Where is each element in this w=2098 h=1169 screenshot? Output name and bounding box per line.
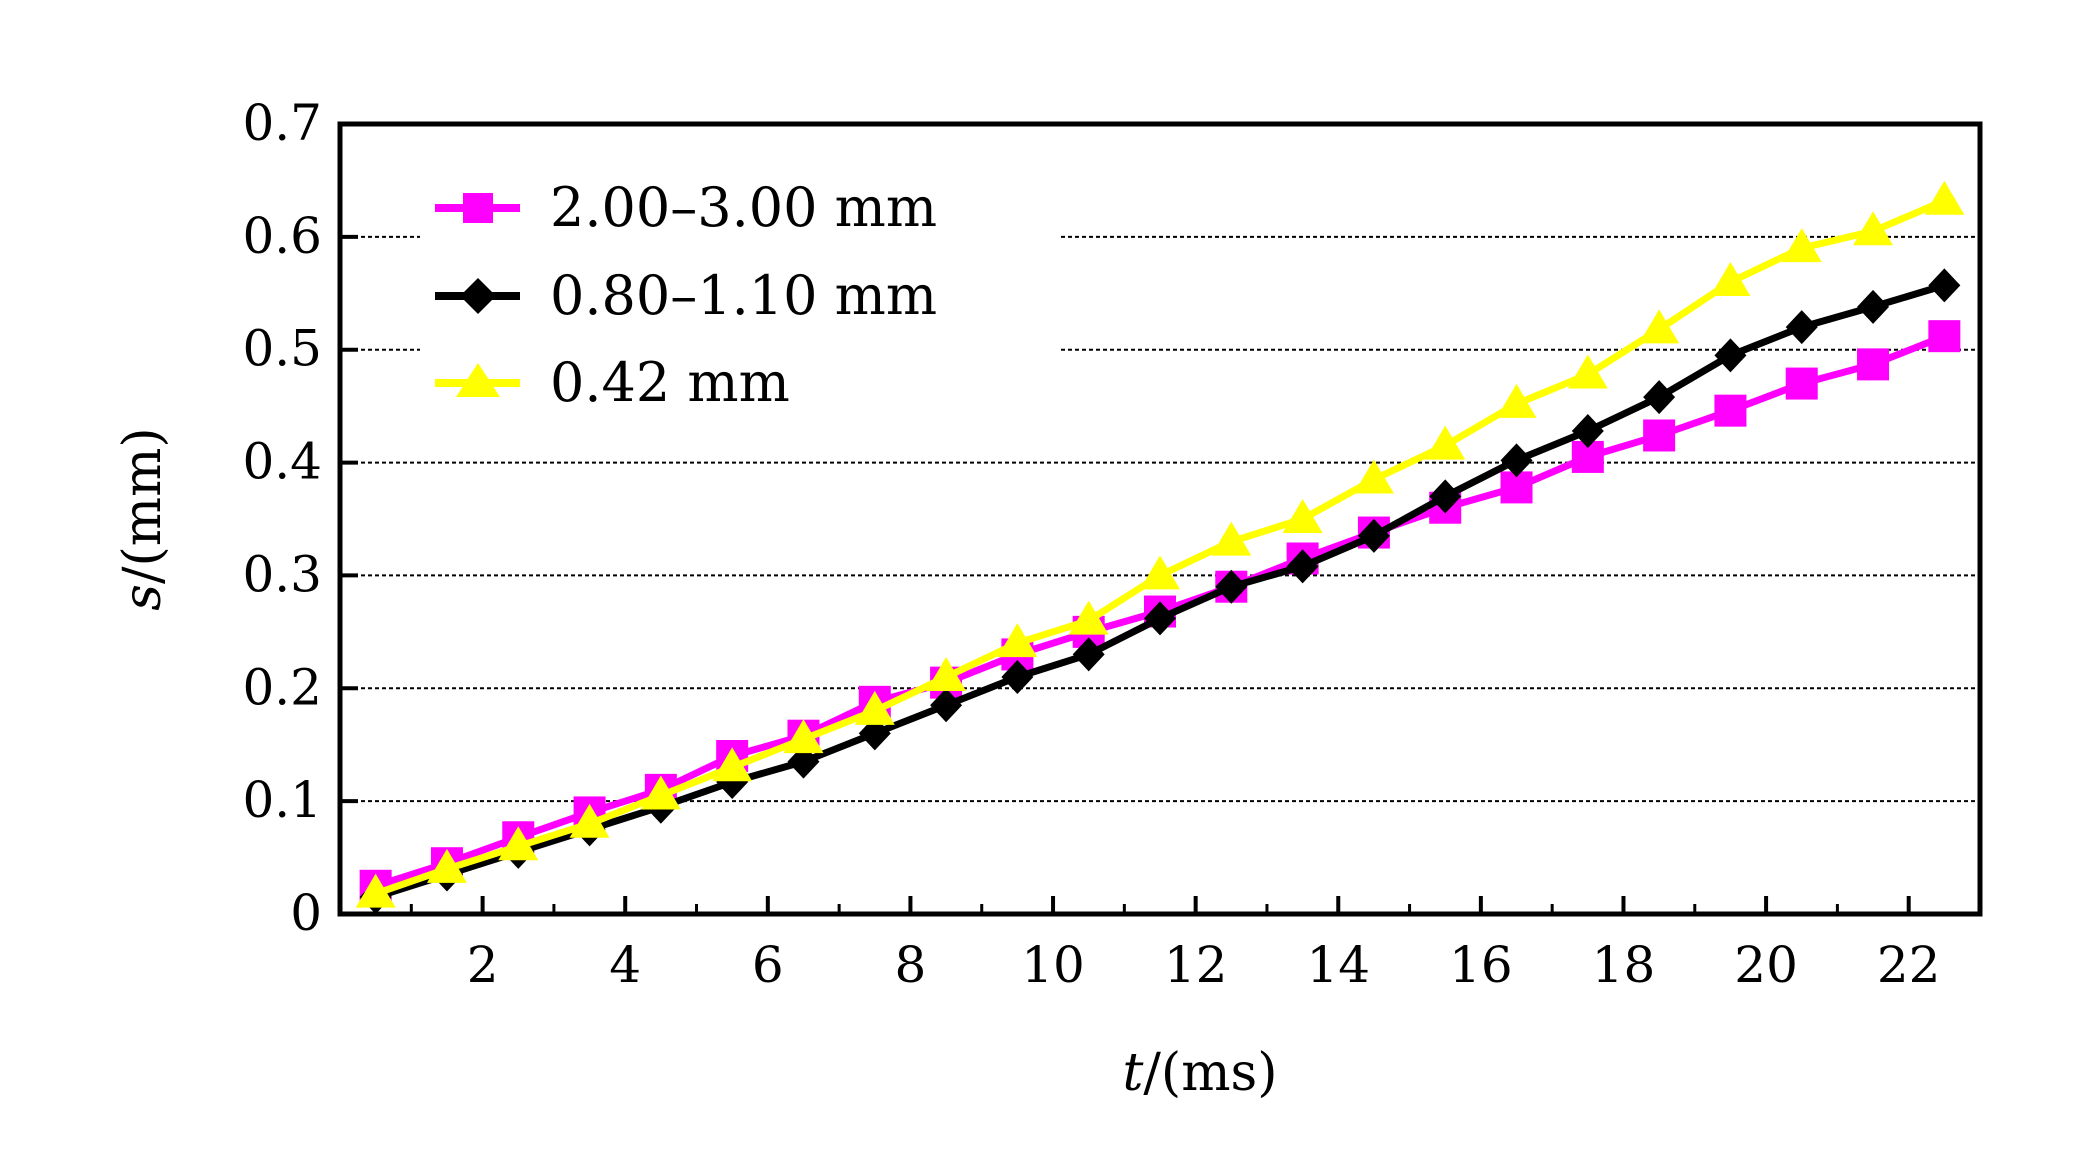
- legend-entry-3: 0.42 mm: [435, 351, 790, 414]
- x-tick-label-6: 14: [1306, 936, 1370, 994]
- legend-marker-diamond: [460, 278, 496, 314]
- x-tick-label-1: 4: [609, 936, 641, 994]
- series-2-point-19: [1714, 338, 1747, 373]
- series-3-point-3: [569, 803, 610, 838]
- series-3-point-21: [1853, 211, 1894, 246]
- series-3-point-10: [1068, 600, 1109, 635]
- y-tick-label-4: 0.4: [242, 433, 322, 491]
- series-3-point-5: [712, 747, 753, 782]
- plot-frame: [337, 121, 1983, 917]
- series-3-point-18: [1639, 309, 1680, 344]
- series-2-point-7: [858, 716, 891, 751]
- y-tick-label-1: 0.1: [242, 771, 322, 829]
- legend-marker-square: [463, 193, 493, 223]
- legend-marker-triangle: [456, 363, 500, 397]
- x-tick-label-5: 12: [1164, 936, 1228, 994]
- series-2-point-6: [787, 744, 820, 779]
- x-axis-label: t/(ms): [1123, 1043, 1278, 1103]
- series-2-point-22: [1928, 268, 1961, 303]
- series-2-point-11: [1144, 601, 1176, 636]
- series-2-point-14: [1357, 518, 1390, 553]
- x-tick-label-8: 18: [1592, 936, 1656, 994]
- series-3-point-16: [1496, 383, 1537, 418]
- series-2-point-8: [930, 688, 963, 723]
- series-2-point-9: [1001, 660, 1034, 694]
- series-3-point-0: [355, 873, 396, 908]
- series-2-point-15: [1429, 479, 1462, 514]
- series-1-point-22: [1928, 320, 1961, 353]
- series-3-point-4: [640, 775, 681, 810]
- series-3-point-15: [1425, 425, 1466, 460]
- series-2-point-21: [1857, 289, 1890, 324]
- series-1-point-19: [1714, 394, 1747, 427]
- series-2-point-17: [1571, 413, 1604, 448]
- y-tick-label-6: 0.6: [242, 207, 322, 265]
- series-3-point-22: [1924, 180, 1965, 215]
- x-tick-label-0: 2: [467, 936, 499, 994]
- legend-background: [420, 160, 1060, 420]
- series-3-point-13: [1282, 499, 1323, 533]
- series-2-point-18: [1643, 380, 1676, 415]
- y-tick-label-3: 0.3: [242, 545, 322, 603]
- series-3-point-1: [426, 848, 467, 883]
- x-tick-label-7: 16: [1449, 936, 1513, 994]
- y-tick-label-0: 0: [290, 884, 322, 942]
- series-layer: [355, 180, 1965, 915]
- series-2-point-20: [1785, 310, 1818, 345]
- y-axis-label: s/(mm): [113, 427, 173, 610]
- series-3-point-7: [854, 690, 895, 725]
- series-3-point-2: [498, 826, 539, 861]
- series-3-point-20: [1781, 228, 1822, 263]
- series-3: [355, 180, 1965, 908]
- x-tick-label-10: 22: [1877, 936, 1941, 994]
- legend: 2.00–3.00 mm 0.80–1.10 mm 0.42 mm: [420, 160, 1060, 420]
- series-3-point-17: [1567, 354, 1608, 389]
- axis-ticks: [340, 122, 1911, 916]
- y-tick-label-2: 0.2: [242, 658, 322, 716]
- series-3-point-14: [1353, 459, 1394, 494]
- series-3-point-11: [1140, 555, 1180, 590]
- series-2-point-16: [1500, 443, 1533, 478]
- series-3-point-6: [783, 719, 824, 754]
- legend-label-3: 0.42 mm: [550, 351, 790, 414]
- series-1-point-21: [1857, 348, 1890, 381]
- x-tick-label-3: 8: [895, 936, 927, 994]
- series-1-point-18: [1643, 419, 1676, 452]
- x-tick-label-2: 6: [752, 936, 784, 994]
- legend-label-2: 0.80–1.10 mm: [550, 264, 937, 327]
- x-tick-label-9: 20: [1734, 936, 1798, 994]
- series-2-point-13: [1286, 549, 1319, 584]
- legend-entry-2: 0.80–1.10 mm: [435, 264, 937, 327]
- series-2-point-12: [1215, 569, 1248, 604]
- series-3-point-12: [1211, 521, 1252, 556]
- series-3-point-9: [997, 623, 1038, 658]
- x-tick-label-4: 10: [1021, 936, 1085, 994]
- y-tick-label-5: 0.5: [242, 320, 322, 378]
- series-1-point-20: [1785, 367, 1818, 400]
- series-3-point-19: [1710, 262, 1751, 296]
- tick-labels: 0 0.1 0.2 0.3 0.4 0.5 0.6 0.7 2 4 6 8 10 12 14 16 18 20 22: [242, 94, 1940, 994]
- legend-label-1: 2.00–3.00 mm: [550, 176, 937, 239]
- y-tick-label-7: 0.7: [242, 94, 322, 152]
- legend-entry-1: 2.00–3.00 mm: [435, 176, 937, 239]
- series-2-point-10: [1072, 637, 1105, 672]
- series-3-point-8: [926, 657, 967, 691]
